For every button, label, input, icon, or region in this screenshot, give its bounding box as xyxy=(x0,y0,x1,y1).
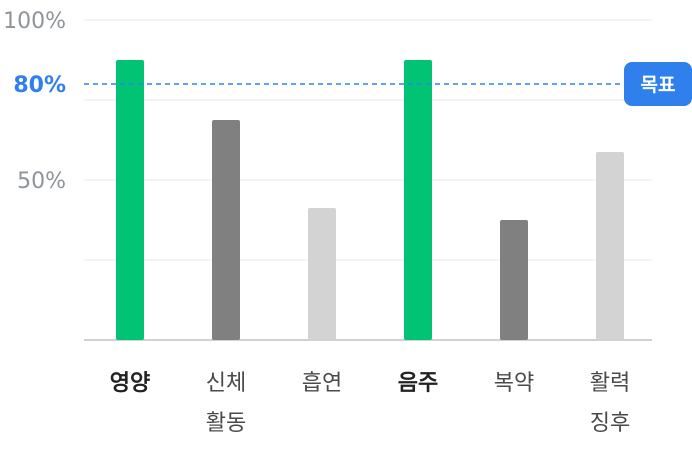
bar xyxy=(596,152,624,340)
x-tick-label: 복약 xyxy=(494,371,534,396)
bar xyxy=(404,60,432,340)
x-tick-label: 흡연 xyxy=(302,371,342,396)
x-tick-label: 활력 xyxy=(590,371,630,396)
x-tick-label: 징후 xyxy=(590,411,630,436)
target-badge-label: 목표 xyxy=(641,74,676,96)
y-tick-label: 50% xyxy=(17,169,66,194)
x-tick-label: 활동 xyxy=(206,411,246,436)
y-tick-label: 100% xyxy=(3,9,66,34)
bar xyxy=(308,208,336,340)
bar xyxy=(212,120,240,340)
bar xyxy=(116,60,144,340)
x-tick-label: 신체 xyxy=(206,371,246,396)
bar xyxy=(500,220,528,340)
y-tick-label: 80% xyxy=(13,73,66,98)
x-tick-label: 음주 xyxy=(398,371,438,396)
x-tick-label: 영양 xyxy=(110,371,150,396)
